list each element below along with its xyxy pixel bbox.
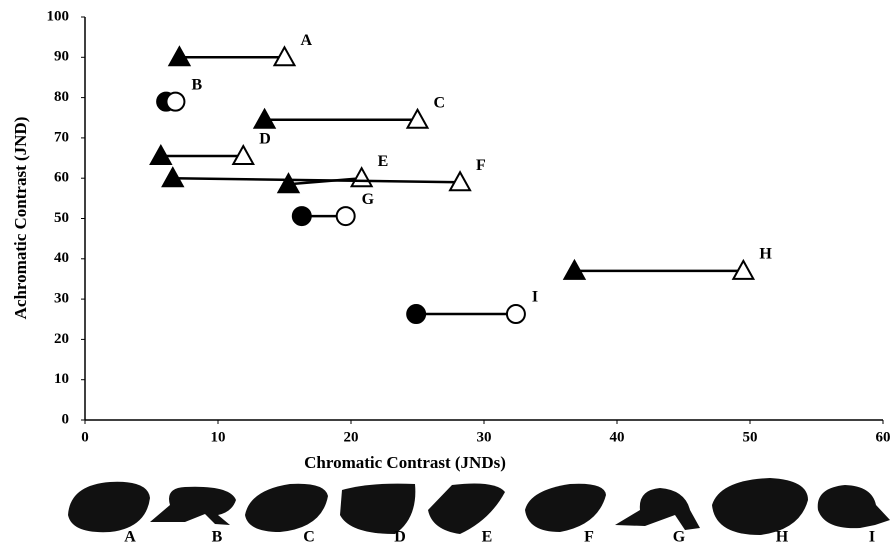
x-tick-label: 40 (610, 429, 625, 445)
pair-label: E (378, 153, 389, 170)
y-tick-label: 0 (62, 411, 70, 427)
marker (507, 305, 525, 323)
thumbnail-label: A (124, 529, 136, 546)
y-tick-label: 80 (54, 89, 69, 105)
thumb-shape (68, 482, 150, 532)
thumb-shape (245, 484, 328, 532)
marker (293, 207, 311, 225)
thumb-shape (428, 484, 505, 534)
chart: Chromatic Contrast (JNDs) Achromatic Con… (0, 0, 895, 548)
x-tick-label: 60 (876, 429, 891, 445)
thumbnails (68, 478, 890, 535)
y-tick-label: 100 (47, 8, 70, 24)
pair-label: D (259, 131, 271, 148)
y-tick-label: 40 (54, 250, 69, 266)
marker (166, 93, 184, 111)
thumbnail-label: I (869, 529, 875, 546)
x-axis-title: Chromatic Contrast (JNDs) (304, 453, 506, 472)
pair-label: I (532, 289, 538, 306)
pair-label: G (362, 191, 375, 208)
thumb-shape (712, 478, 808, 535)
thumb-shape (818, 485, 890, 528)
marker (407, 305, 425, 323)
y-tick-label: 20 (54, 331, 69, 347)
y-tick-label: 30 (54, 291, 69, 307)
thumb-shape (525, 484, 606, 532)
pair-label: C (434, 94, 446, 111)
thumbnail-label: D (394, 529, 406, 546)
thumb-shape (615, 488, 700, 530)
thumbnail-label: B (212, 529, 223, 546)
marker (352, 168, 372, 186)
x-tick-label: 50 (743, 429, 758, 445)
thumbnail-label: E (482, 529, 493, 546)
y-tick-label: 70 (54, 129, 69, 145)
pair-label: A (301, 32, 313, 49)
y-tick-label: 60 (54, 170, 69, 186)
pair-label: B (191, 76, 202, 93)
x-tick-label: 0 (81, 429, 89, 445)
thumb-shape (150, 487, 236, 525)
y-axis-title: Achromatic Contrast (JND) (11, 117, 30, 320)
x-tick-label: 10 (211, 429, 226, 445)
pair-label: H (759, 246, 772, 263)
pair-label: F (476, 157, 486, 174)
thumb-shape (340, 484, 415, 534)
thumbnail-label: H (776, 529, 789, 546)
marker (337, 207, 355, 225)
thumbnail-label: C (303, 529, 315, 546)
y-tick-label: 10 (54, 371, 69, 387)
y-tick-label: 90 (54, 49, 69, 65)
page: {"chart_data": {"type": "paired-scatter"… (0, 0, 895, 548)
thumbnail-label: F (584, 529, 594, 546)
x-tick-label: 20 (344, 429, 359, 445)
x-tick-label: 30 (477, 429, 492, 445)
y-tick-label: 50 (54, 210, 69, 226)
thumbnail-label: G (673, 529, 686, 546)
